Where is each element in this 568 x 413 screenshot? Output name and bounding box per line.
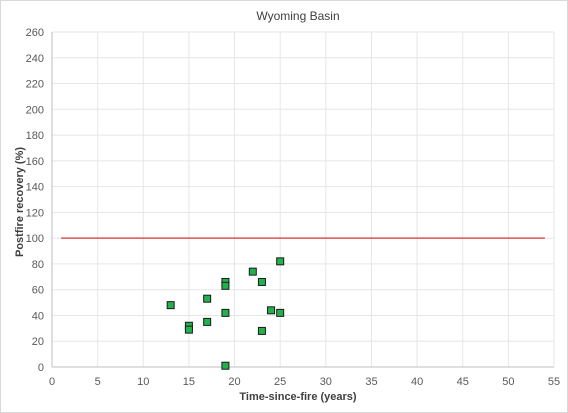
y-tick-label: 80 xyxy=(32,259,44,271)
data-point xyxy=(221,281,230,290)
x-tick-label: 25 xyxy=(274,376,286,388)
x-tick-label: 15 xyxy=(183,376,195,388)
data-point xyxy=(267,306,276,315)
data-points xyxy=(166,257,285,370)
x-tick-label: 55 xyxy=(548,376,560,388)
y-tick-label: 260 xyxy=(26,27,44,39)
y-tick-label: 200 xyxy=(26,104,44,116)
y-tick-label: 220 xyxy=(26,79,44,91)
data-point xyxy=(221,361,230,370)
y-tick-label: 120 xyxy=(26,207,44,219)
data-point xyxy=(276,257,285,266)
x-tick-label: 40 xyxy=(411,376,423,388)
y-tick-label: 180 xyxy=(26,130,44,142)
y-tick-label: 140 xyxy=(26,182,44,194)
y-tick-label: 40 xyxy=(32,310,44,322)
x-tick-label: 45 xyxy=(457,376,469,388)
chart-title: Wyoming Basin xyxy=(256,9,339,23)
tick-labels: 0 20 40 60 80 100 120 140 160 180 200 220 240 260 0 5 10… xyxy=(26,27,560,388)
x-tick-label: 5 xyxy=(95,376,101,388)
x-tick-label: 10 xyxy=(137,376,149,388)
data-point xyxy=(203,294,212,303)
x-axis-title: Time-since-fire (years) xyxy=(239,391,357,403)
y-axis-title: Postfire recovery (%) xyxy=(14,147,26,257)
axes xyxy=(51,32,554,368)
y-tick-label: 160 xyxy=(26,156,44,168)
data-point xyxy=(257,277,266,286)
x-tick-label: 35 xyxy=(365,376,377,388)
gridlines xyxy=(52,31,555,367)
data-point xyxy=(248,267,257,276)
data-point xyxy=(166,301,175,310)
y-tick-label: 0 xyxy=(38,362,44,374)
x-tick-label: 0 xyxy=(49,376,55,388)
data-point xyxy=(221,308,230,317)
data-point xyxy=(257,326,266,335)
data-point xyxy=(276,308,285,317)
data-point xyxy=(203,317,212,326)
y-tick-label: 60 xyxy=(32,285,44,297)
x-tick-label: 30 xyxy=(320,376,332,388)
y-tick-label: 20 xyxy=(32,336,44,348)
data-point xyxy=(184,325,193,334)
x-tick-label: 50 xyxy=(502,376,514,388)
y-tick-label: 100 xyxy=(26,233,44,245)
x-tick-label: 20 xyxy=(228,376,240,388)
y-tick-label: 240 xyxy=(26,53,44,65)
